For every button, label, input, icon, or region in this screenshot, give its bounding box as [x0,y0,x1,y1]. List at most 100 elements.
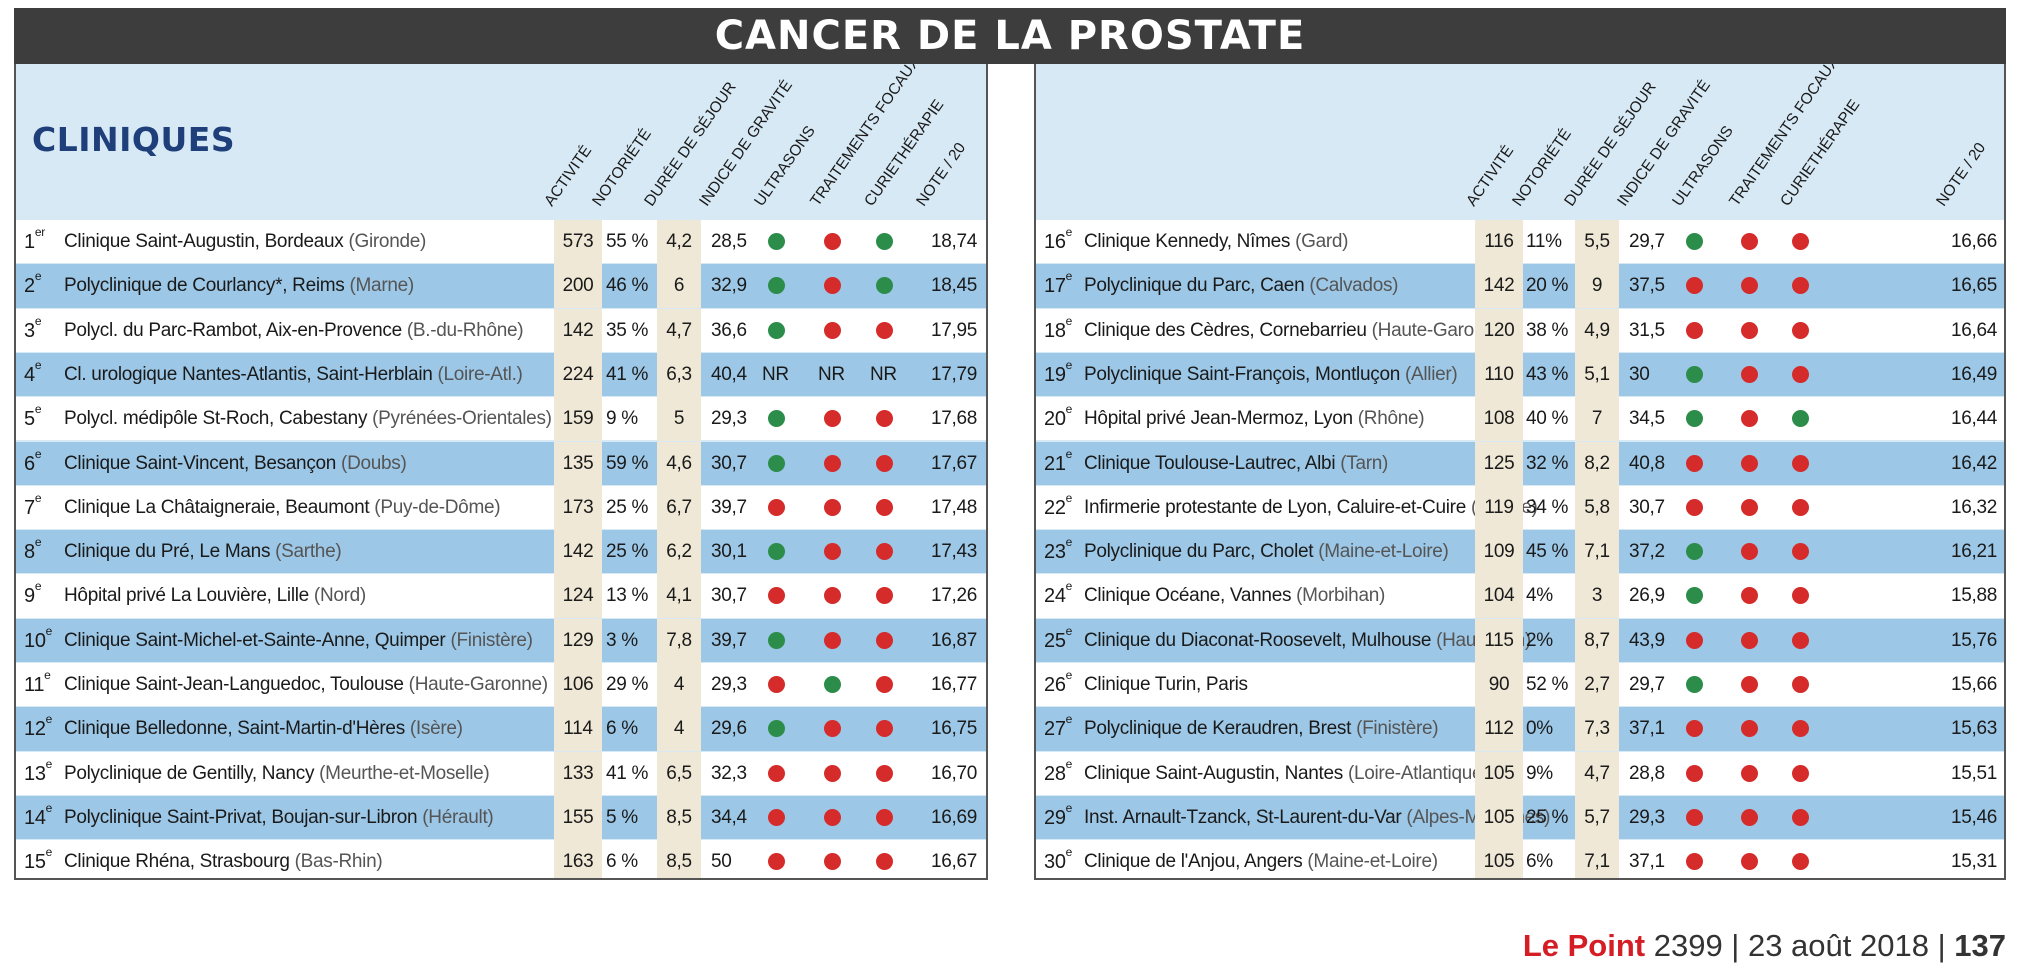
duree-sejour-cell: 8,7 [1575,618,1619,663]
indice-gravite-cell: 34,5 [1629,408,1665,430]
note-cell: 15,76 [1951,629,1998,651]
note-cell: 16,65 [1951,275,1998,297]
rank-cell: 27e [1044,707,1072,751]
curietherapie-indicator [1792,720,1809,738]
table-row: 12e Clinique Belledonne, Saint-Martin-d'H… [16,707,986,752]
indice-gravite-cell: 29,3 [1629,806,1665,828]
rank-number: 7 [24,496,35,519]
rank-number: 5 [24,408,35,431]
rank-number: 14 [24,806,46,829]
activite-cell: 155 [554,795,602,840]
rank-suffix: e [1065,579,1073,594]
traitements-focaux-indicator [1741,853,1758,871]
duree-sejour-cell: 4,9 [1575,308,1619,353]
traitements-focaux-indicator [824,853,841,871]
notoriete-cell: 41 % [606,363,649,385]
ultrasons-indicator [1686,277,1703,295]
traitements-focaux-indicator [824,543,841,561]
curietherapie-indicator [876,233,893,250]
ultrasons-indicator-nr: NR [762,363,789,385]
clinic-name: Clinique Saint-Augustin, Bordeaux [64,231,344,252]
rank-suffix: e [34,402,42,417]
clinic-name: Polyclinique de Gentilly, Nancy [64,762,315,784]
rank-suffix: e [34,313,42,328]
indice-gravite-cell: 29,7 [1629,231,1665,252]
clinic-region: (Finistère) [1351,718,1439,740]
rank-cell: 12e [24,707,52,751]
ultrasons-indicator [768,277,785,295]
rank-number: 27 [1044,718,1066,741]
ultrasons-indicator [768,808,785,826]
activite-cell: 115 [1475,618,1523,663]
clinic-name: Clinique du Diaconat-Roosevelt, Mulhouse [1084,629,1432,651]
ultrasons-indicator [1686,764,1703,782]
clinic-name-cell: Clinique de l'Anjou, Angers (Maine-et-Lo… [1084,840,1438,878]
rank-number: 4 [24,363,35,386]
traitements-focaux-indicator [824,631,841,649]
rank-number: 12 [24,718,46,741]
rank-suffix: e [1065,402,1073,417]
rank-suffix: e [1065,535,1073,550]
clinic-name-cell: Polyclinique de Keraudren, Brest (Finist… [1084,707,1439,751]
activite-cell: 159 [554,397,602,442]
note-cell: 16,44 [1951,408,1998,430]
duree-sejour-cell: 6 [657,264,701,309]
rank-number: 20 [1044,408,1066,431]
rank-suffix: e [1065,756,1073,771]
note-cell: 18,74 [931,231,978,252]
curietherapie-indicator [1792,277,1809,295]
duree-sejour-cell: 5,1 [1575,352,1619,397]
rank-cell: 23e [1044,530,1072,574]
rank-number: 1 [24,231,35,253]
note-cell: 17,95 [931,319,978,341]
clinic-region: (Marne) [344,275,414,297]
traitements-focaux-indicator [824,321,841,339]
table-row: 22e Infirmerie protestante de Lyon, Calui… [1036,485,2004,530]
clinic-name: Cl. urologique Nantes-Atlantis, Saint-He… [64,363,433,385]
traitements-focaux-indicator [1741,631,1758,649]
table-row: 23e Polyclinique du Parc, Cholet (Maine-e… [1036,530,2004,575]
rank-number: 15 [24,851,46,874]
duree-sejour-cell: 4,7 [657,308,701,353]
rank-cell: 19e [1044,353,1072,397]
clinic-name: Clinique La Châtaigneraie, Beaumont [64,496,370,518]
clinic-name-cell: Clinique du Diaconat-Roosevelt, Mulhouse… [1084,619,1531,663]
rank-cell: 25e [1044,619,1072,663]
table-row: 19e Polyclinique Saint-François, Montluço… [1036,352,2004,397]
notoriete-cell: 5 % [606,806,638,828]
rank-cell: 30e [1044,840,1072,878]
traitements-focaux-indicator [824,764,841,782]
rank-cell: 3e [24,309,42,353]
clinic-name-cell: Infirmerie protestante de Lyon, Caluire-… [1084,486,1538,530]
clinic-region: (Maine-et-Loire) [1302,851,1438,873]
rank-number: 8 [24,541,35,564]
rank-number: 24 [1044,585,1066,608]
clinic-region: (Bas-Rhin) [289,851,383,873]
activite-cell: 125 [1475,441,1523,486]
notoriete-cell: 25 % [1526,806,1569,828]
table-row: 24e Clinique Océane, Vannes (Morbihan) 104… [1036,574,2004,619]
clinic-name: Clinique des Cèdres, Cornebarrieu [1084,319,1367,341]
notoriete-cell: 32 % [1526,452,1569,474]
rank-cell: 18e [1044,309,1072,353]
indice-gravite-cell: 29,3 [711,408,747,430]
section-heading: CLINIQUES [32,120,236,159]
rank-cell: 13e [24,752,52,796]
rank-cell: 24e [1044,574,1072,618]
note-cell: 17,79 [931,363,978,385]
duree-sejour-cell: 7,8 [657,618,701,663]
note-cell: 17,68 [931,408,978,430]
note-cell: 15,46 [1951,806,1998,828]
notoriete-cell: 52 % [1526,674,1569,695]
duree-sejour-cell: 6,7 [657,485,701,530]
note-cell: 16,42 [1951,452,1998,474]
rank-number: 19 [1044,363,1066,386]
rank-cell: 5e [24,397,42,441]
activite-cell: 573 [554,220,602,264]
note-cell: 15,66 [1951,674,1998,695]
rank-suffix: e [34,269,42,284]
curietherapie-indicator [876,321,893,339]
duree-sejour-cell: 7,1 [1575,840,1619,878]
notoriete-cell: 13 % [606,585,649,607]
duree-sejour-cell: 4,6 [657,441,701,486]
